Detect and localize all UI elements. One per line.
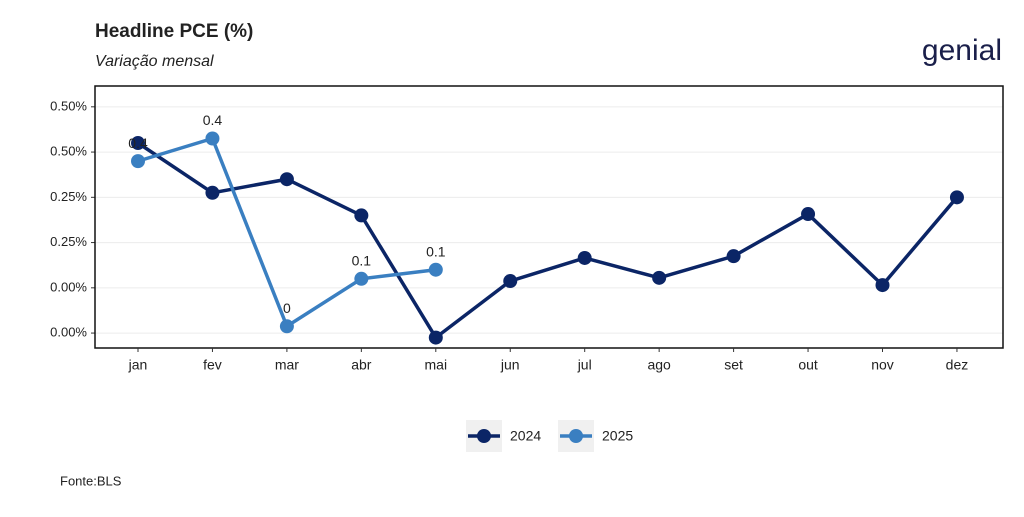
legend-key-point xyxy=(569,429,583,443)
point xyxy=(726,249,741,264)
point xyxy=(205,185,220,200)
point xyxy=(875,278,890,293)
legend-label: 2025 xyxy=(602,428,633,444)
point xyxy=(354,271,369,286)
point xyxy=(801,207,816,222)
logo: genial xyxy=(922,34,1002,67)
x-tick-label: fev xyxy=(203,357,222,373)
point xyxy=(279,319,294,334)
point xyxy=(279,172,294,187)
x-tick-label: mar xyxy=(275,357,299,373)
chart-subtitle: Variação mensal xyxy=(95,53,214,70)
x-tick-label: jan xyxy=(128,357,148,373)
y-tick-label: 0.00% xyxy=(50,279,87,294)
x-tick-label: jul xyxy=(577,357,592,373)
data-label: 0.1 xyxy=(426,243,446,259)
data-label: 0.4 xyxy=(128,135,148,151)
data-label: 0.1 xyxy=(352,252,372,268)
chart-title: Headline PCE (%) xyxy=(95,21,253,42)
point xyxy=(131,154,145,169)
point xyxy=(428,262,443,277)
y-tick-label: 0.50% xyxy=(50,98,87,113)
series-line xyxy=(137,141,959,341)
x-tick-label: dez xyxy=(946,357,969,373)
x-tick-label: mai xyxy=(425,357,448,373)
x-tick-label: abr xyxy=(351,357,372,373)
y-tick-label: 0.25% xyxy=(50,189,87,204)
point xyxy=(428,330,443,345)
data-label: 0 xyxy=(283,300,291,316)
x-tick-label: jun xyxy=(500,357,520,373)
source: Fonte:BLS xyxy=(60,473,122,488)
point xyxy=(949,190,964,205)
point xyxy=(652,270,667,285)
point xyxy=(577,250,592,265)
data-label: 0.4 xyxy=(203,112,223,128)
x-tick-label: nov xyxy=(871,357,894,373)
x-tick-label: set xyxy=(724,357,743,373)
plot-frame xyxy=(94,85,1004,349)
legend-label: 2024 xyxy=(510,428,541,444)
x-tick-label: ago xyxy=(647,357,671,373)
series-line xyxy=(137,136,437,329)
legend-key-point xyxy=(477,429,491,443)
point xyxy=(354,208,369,223)
x-tick-label: out xyxy=(798,357,818,373)
y-tick-label: 0.25% xyxy=(50,234,87,249)
point xyxy=(205,131,220,146)
point xyxy=(503,274,518,289)
y-tick-label: 0.50% xyxy=(50,144,87,159)
point xyxy=(131,136,145,151)
y-tick-label: 0.00% xyxy=(50,325,87,340)
